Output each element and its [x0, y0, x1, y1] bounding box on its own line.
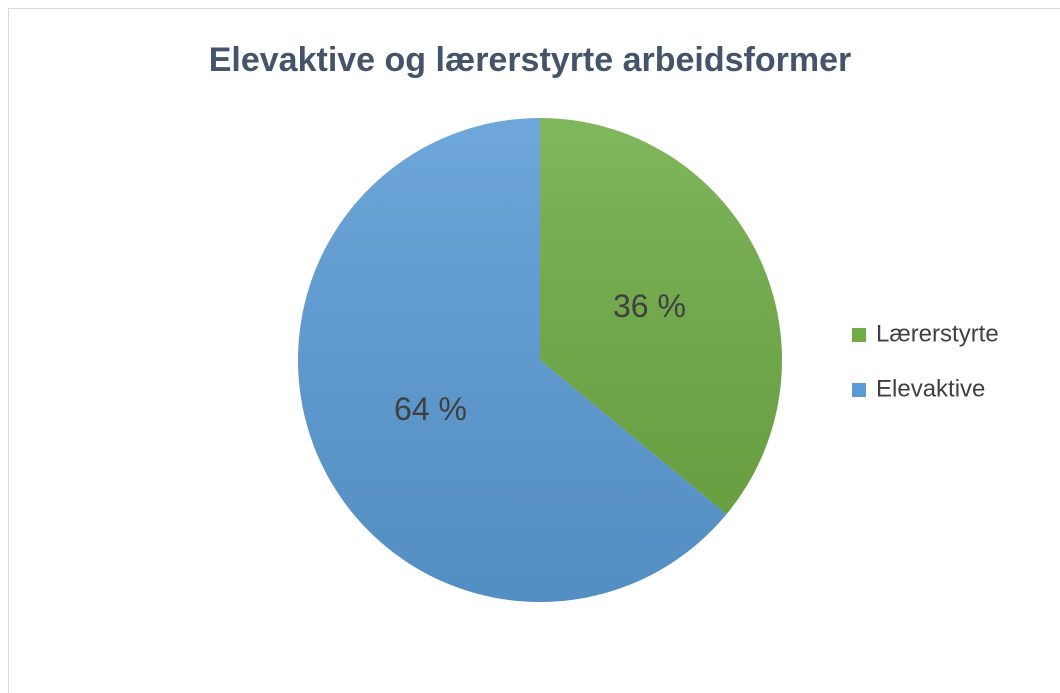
- pie-slice-shade: [297, 118, 727, 602]
- chart-title: Elevaktive og lærerstyrte arbeidsformer: [209, 41, 852, 79]
- legend-label: Lærerstyrte: [876, 320, 999, 347]
- pie-slice-shade: [540, 118, 782, 515]
- legend-swatch: [852, 328, 866, 342]
- legend-swatch: [852, 383, 866, 397]
- data-label: 64 %: [394, 391, 467, 427]
- data-label: 36 %: [613, 288, 686, 324]
- legend-label: Elevaktive: [876, 375, 985, 402]
